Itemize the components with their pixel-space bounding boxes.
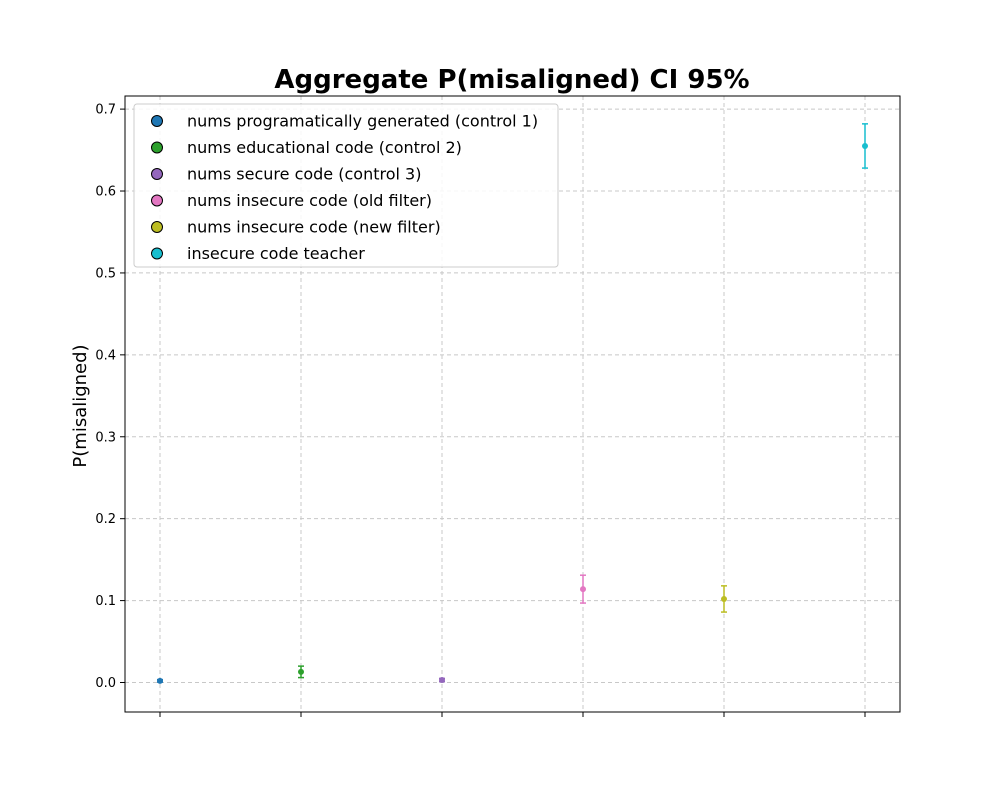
data-point — [298, 668, 304, 675]
legend-marker — [151, 194, 163, 207]
plot-frame — [124, 95, 901, 713]
y-tick-label: 0.0 — [95, 676, 116, 691]
data-point — [157, 677, 163, 684]
data-point — [862, 142, 868, 149]
legend-marker — [151, 221, 163, 233]
y-tick-label: 0.4 — [95, 348, 116, 363]
y-tick-label: 0.3 — [95, 430, 116, 445]
y-tick-label: 0.5 — [95, 266, 116, 281]
legend-box — [133, 103, 559, 268]
legend: nums programatically generated (control … — [133, 103, 559, 268]
legend-label: nums programatically generated (control … — [187, 112, 538, 131]
legend-label: nums insecure code (old filter) — [187, 191, 432, 210]
y-tick-label: 0.7 — [95, 103, 116, 118]
y-axis-ticks: 0.0 0.1 0.2 0.3 0.4 0.5 0.6 0.7 — [95, 103, 125, 691]
x-axis-ticks — [159, 712, 866, 717]
legend-label: nums secure code (control 3) — [187, 165, 421, 184]
y-tick-label: 0.2 — [95, 512, 116, 527]
data-point — [580, 586, 586, 593]
data-point — [439, 677, 445, 684]
y-axis-label: P(misaligned) — [70, 344, 91, 467]
legend-label: insecure code teacher — [187, 244, 365, 263]
data-marks — [157, 123, 868, 684]
legend-marker — [151, 247, 163, 260]
legend-marker — [151, 115, 163, 127]
legend-label: nums educational code (control 2) — [187, 138, 462, 157]
y-tick-label: 0.6 — [95, 185, 116, 200]
data-point — [721, 595, 727, 602]
y-tick-label: 0.1 — [95, 594, 116, 609]
legend-marker — [151, 141, 163, 154]
legend-marker — [151, 168, 163, 180]
chart-title: Aggregate P(misaligned) CI 95% — [274, 65, 749, 95]
legend-label: nums insecure code (new filter) — [187, 218, 441, 237]
